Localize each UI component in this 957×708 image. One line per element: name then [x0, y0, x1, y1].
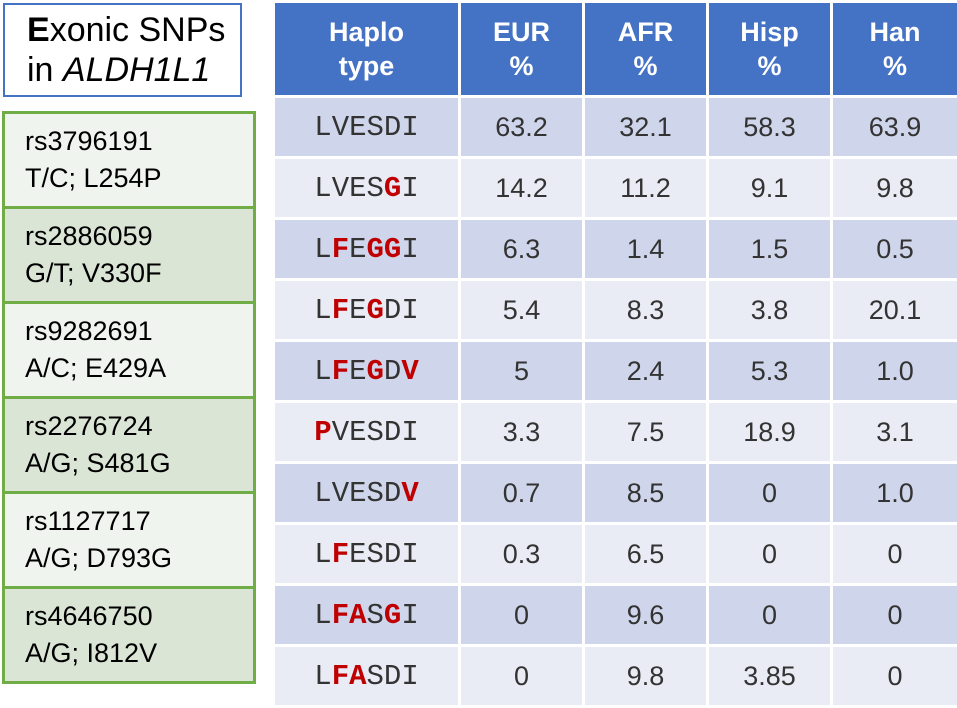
snp-item: rs2276724 A/G; S481G — [5, 399, 253, 494]
table-row: LFESDI 0.3 6.5 0 0 — [275, 525, 957, 586]
header-hisp: Hisp% — [709, 3, 833, 98]
title-rest: xonic SNPs — [49, 11, 226, 49]
table-row: LVESGI 14.2 11.2 9.1 9.8 — [275, 159, 957, 220]
frequency-cell: 8.3 — [585, 281, 709, 342]
title-prefix: in — [27, 51, 63, 89]
snp-id: rs2886059 — [25, 221, 153, 251]
title-line-1: Exonic SNPs — [27, 10, 240, 50]
snp-change: A/G; S481G — [25, 448, 171, 478]
snp-item: rs2886059 G/T; V330F — [5, 209, 253, 304]
frequency-cell: 11.2 — [585, 159, 709, 220]
frequency-cell: 6.5 — [585, 525, 709, 586]
title-box: Exonic SNPs in ALDH1L1 — [3, 3, 242, 97]
frequency-cell: 58.3 — [709, 98, 833, 159]
snp-item: rs9282691 A/C; E429A — [5, 304, 253, 399]
frequency-cell: 0 — [833, 525, 957, 586]
frequency-cell: 0 — [709, 525, 833, 586]
header-afr: AFR% — [585, 3, 709, 98]
frequency-cell: 3.1 — [833, 403, 957, 464]
frequency-cell: 18.9 — [709, 403, 833, 464]
title-line-2: in ALDH1L1 — [27, 50, 240, 90]
snp-id: rs1127717 — [25, 506, 151, 536]
frequency-cell: 0 — [709, 464, 833, 525]
snp-id: rs9282691 — [25, 316, 153, 346]
frequency-cell: 1.0 — [833, 464, 957, 525]
frequency-cell: 5.3 — [709, 342, 833, 403]
frequency-cell: 0 — [461, 647, 585, 708]
frequency-cell: 8.5 — [585, 464, 709, 525]
frequency-cell: 9.6 — [585, 586, 709, 647]
frequency-cell: 1.5 — [709, 220, 833, 281]
snp-panel: rs3796191 T/C; L254P rs2886059 G/T; V330… — [2, 111, 256, 684]
frequency-cell: 0 — [461, 586, 585, 647]
snp-item: rs4646750 A/G; I812V — [5, 589, 253, 681]
snp-id: rs2276724 — [25, 411, 153, 441]
table-row: LFASDI 0 9.8 3.85 0 — [275, 647, 957, 708]
haplotype-cell: LVESDI — [275, 98, 461, 159]
snp-change: A/G; I812V — [25, 638, 158, 668]
haplotype-cell: LVESGI — [275, 159, 461, 220]
haplotype-cell: LFEGGI — [275, 220, 461, 281]
gene-name: ALDH1L1 — [62, 51, 211, 89]
frequency-cell: 9.8 — [833, 159, 957, 220]
snp-change: T/C; L254P — [25, 163, 162, 193]
frequency-cell: 6.3 — [461, 220, 585, 281]
snp-id: rs4646750 — [25, 601, 153, 631]
frequency-cell: 3.85 — [709, 647, 833, 708]
frequency-cell: 7.5 — [585, 403, 709, 464]
table-row: LFASGI 0 9.6 0 0 — [275, 586, 957, 647]
frequency-cell: 5.4 — [461, 281, 585, 342]
frequency-cell: 63.2 — [461, 98, 585, 159]
frequency-cell: 3.8 — [709, 281, 833, 342]
frequency-cell: 2.4 — [585, 342, 709, 403]
table-row: LFEGGI 6.3 1.4 1.5 0.5 — [275, 220, 957, 281]
haplotype-cell: LFESDI — [275, 525, 461, 586]
title-first-letter: E — [27, 11, 50, 49]
header-han: Han% — [833, 3, 957, 98]
frequency-cell: 0.3 — [461, 525, 585, 586]
haplotype-cell: PVESDI — [275, 403, 461, 464]
frequency-cell: 0.5 — [833, 220, 957, 281]
haplotype-cell: LFEGDV — [275, 342, 461, 403]
frequency-cell: 3.3 — [461, 403, 585, 464]
frequency-cell: 5 — [461, 342, 585, 403]
snp-change: A/C; E429A — [25, 353, 167, 383]
table-row: LFEGDV 5 2.4 5.3 1.0 — [275, 342, 957, 403]
table-row: LVESDI 63.2 32.1 58.3 63.9 — [275, 98, 957, 159]
frequency-cell: 0 — [833, 647, 957, 708]
frequency-cell: 9.8 — [585, 647, 709, 708]
frequency-cell: 1.0 — [833, 342, 957, 403]
snp-item: rs3796191 T/C; L254P — [5, 114, 253, 209]
haplotype-cell: LFASDI — [275, 647, 461, 708]
frequency-cell: 1.4 — [585, 220, 709, 281]
snp-change: A/G; D793G — [25, 543, 173, 573]
table-row: LFEGDI 5.4 8.3 3.8 20.1 — [275, 281, 957, 342]
frequency-cell: 32.1 — [585, 98, 709, 159]
haplotype-cell: LFEGDI — [275, 281, 461, 342]
haplotype-cell: LFASGI — [275, 586, 461, 647]
table-header-row: Haplo type EUR% AFR% Hisp% Han% — [275, 3, 957, 98]
frequency-cell: 14.2 — [461, 159, 585, 220]
table-row: PVESDI 3.3 7.5 18.9 3.1 — [275, 403, 957, 464]
haplotype-cell: LVESDV — [275, 464, 461, 525]
header-eur: EUR% — [461, 3, 585, 98]
frequency-cell: 20.1 — [833, 281, 957, 342]
snp-id: rs3796191 — [25, 126, 153, 156]
snp-change: G/T; V330F — [25, 258, 162, 288]
haplotype-table: Haplo type EUR% AFR% Hisp% Han% LVESDI 63.… — [275, 3, 957, 708]
table-row: LVESDV 0.7 8.5 0 1.0 — [275, 464, 957, 525]
frequency-cell: 0 — [709, 586, 833, 647]
frequency-cell: 0.7 — [461, 464, 585, 525]
frequency-cell: 0 — [833, 586, 957, 647]
header-haplotype: Haplo type — [275, 3, 461, 98]
snp-item: rs1127717 A/G; D793G — [5, 494, 253, 589]
frequency-cell: 9.1 — [709, 159, 833, 220]
frequency-cell: 63.9 — [833, 98, 957, 159]
